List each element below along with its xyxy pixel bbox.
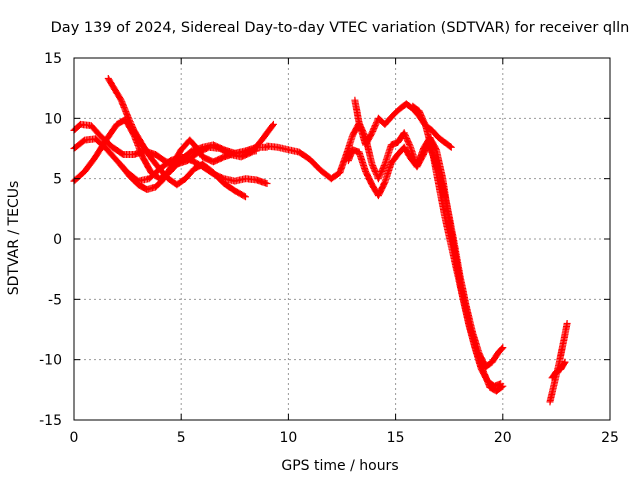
x-tick-label: 10 <box>279 430 297 446</box>
y-tick-label: -5 <box>48 292 62 308</box>
y-tick-label: -10 <box>39 353 62 369</box>
x-tick-label: 25 <box>601 430 619 446</box>
series-markers <box>409 102 507 395</box>
y-axis-label: SDTVAR / TECUs <box>6 181 22 296</box>
chart-title: Day 139 of 2024, Sidereal Day-to-day VTE… <box>51 20 630 36</box>
axis-ticks <box>73 57 611 421</box>
y-tick-label: 10 <box>44 111 62 127</box>
y-tick-label: 15 <box>44 51 62 67</box>
tick-labels: 0 5 10 15 20 25 -15 -10 -5 0 5 10 15 <box>39 51 619 446</box>
series-markers <box>548 358 569 382</box>
y-tick-label: -15 <box>39 413 62 429</box>
series-trace-k <box>548 358 569 382</box>
series-markers <box>117 136 260 193</box>
data-points <box>70 75 571 406</box>
x-tick-label: 15 <box>387 430 405 446</box>
series-trace-i <box>409 102 507 395</box>
x-tick-label: 20 <box>494 430 512 446</box>
x-tick-label: 0 <box>70 430 79 446</box>
x-tick-label: 5 <box>177 430 186 446</box>
x-axis-label: GPS time / hours <box>281 458 398 474</box>
grid <box>74 58 610 420</box>
series-trace-e <box>117 136 260 193</box>
y-tick-label: 0 <box>53 232 62 248</box>
y-tick-label: 5 <box>53 172 62 188</box>
